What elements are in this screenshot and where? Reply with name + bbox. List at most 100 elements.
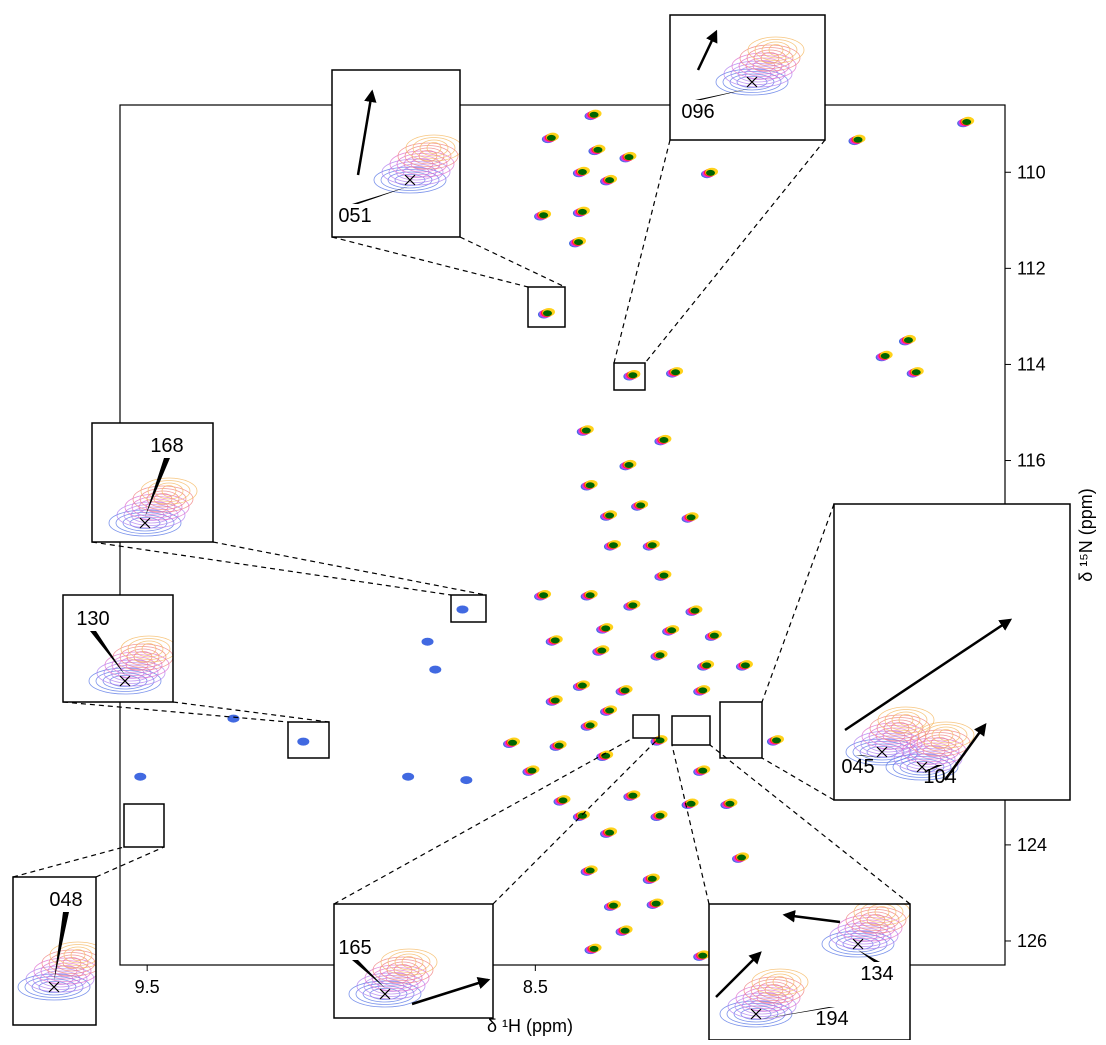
contour xyxy=(387,171,433,189)
contour xyxy=(70,949,86,961)
peak-contour xyxy=(686,514,696,521)
zoom-connector xyxy=(761,757,835,801)
peak-contour xyxy=(667,627,677,634)
peak-contour xyxy=(456,605,469,614)
peak xyxy=(429,665,442,674)
peak xyxy=(584,109,602,121)
contour xyxy=(49,941,96,969)
contour xyxy=(768,44,784,56)
peak xyxy=(603,900,621,911)
contour xyxy=(380,169,440,191)
peak-contour xyxy=(539,212,549,219)
peak xyxy=(631,500,649,511)
peak xyxy=(623,600,641,611)
contour xyxy=(402,166,430,178)
contour xyxy=(772,976,788,988)
peak xyxy=(534,210,552,221)
shift-arrow xyxy=(696,29,718,71)
inset-frame xyxy=(62,594,174,703)
peak-contour xyxy=(608,542,618,549)
contour xyxy=(161,485,177,497)
y-tick-label: 126 xyxy=(1017,931,1047,951)
peak xyxy=(906,367,924,378)
peak xyxy=(623,790,641,801)
cross-marker xyxy=(746,76,758,88)
peak-contour xyxy=(636,502,646,509)
peak xyxy=(666,367,684,378)
peak xyxy=(681,512,699,523)
peak-contour xyxy=(608,902,618,909)
contour xyxy=(387,951,431,973)
contour xyxy=(394,174,426,186)
zoom-connector xyxy=(172,701,330,723)
inset-frame xyxy=(333,903,494,1019)
contour xyxy=(860,904,904,923)
peak-contour xyxy=(880,352,890,359)
pointer xyxy=(145,458,170,517)
inset-frame xyxy=(91,422,214,543)
peak-contour xyxy=(585,867,595,874)
peak-contour xyxy=(628,372,638,379)
peak xyxy=(460,776,473,785)
peak-contour xyxy=(903,337,913,344)
cross-marker xyxy=(750,1008,762,1020)
pointer xyxy=(54,912,69,981)
peak-contour xyxy=(671,369,681,376)
peak xyxy=(650,810,668,822)
peak-contour xyxy=(227,714,240,723)
peak xyxy=(681,798,699,810)
peak-contour xyxy=(690,607,700,614)
peak-contour xyxy=(585,722,595,729)
contour xyxy=(868,725,920,747)
contour xyxy=(736,76,768,88)
contour xyxy=(852,741,912,763)
contour xyxy=(842,938,874,950)
peak-contour xyxy=(605,512,615,519)
inset-bg xyxy=(92,423,213,542)
peak xyxy=(580,865,598,876)
peak xyxy=(732,852,750,863)
contour xyxy=(137,509,165,521)
peak xyxy=(619,151,637,163)
zoom-connector xyxy=(91,541,452,596)
peak xyxy=(545,635,563,646)
contour xyxy=(33,957,96,985)
peak-contour xyxy=(508,739,518,746)
peak-contour xyxy=(605,829,615,836)
inset-frame xyxy=(331,69,461,238)
inset-label: 130 xyxy=(76,608,109,630)
peak-contour xyxy=(651,900,661,907)
contour xyxy=(38,981,70,993)
contour xyxy=(397,142,459,170)
peak-contour xyxy=(585,482,595,489)
inset-frame xyxy=(833,503,1071,801)
pointer xyxy=(756,1007,835,1020)
contour xyxy=(892,756,952,778)
contour xyxy=(744,68,772,80)
contour xyxy=(898,714,914,726)
zoom-box xyxy=(632,714,660,739)
y-tick-label: 124 xyxy=(1017,835,1047,855)
zoom-box xyxy=(613,362,646,391)
inset-contours xyxy=(348,948,438,1008)
peak-contour xyxy=(585,592,595,599)
peak xyxy=(549,740,567,751)
peak-contour xyxy=(539,592,549,599)
peak xyxy=(701,167,718,179)
peak xyxy=(600,174,618,186)
peak xyxy=(650,650,668,661)
peak xyxy=(553,795,571,806)
contour xyxy=(412,137,456,159)
contour xyxy=(850,930,878,942)
zoom-connector xyxy=(333,737,634,905)
contour xyxy=(726,1003,786,1025)
cross-marker xyxy=(48,981,60,993)
contour xyxy=(758,971,802,993)
zoom-connector xyxy=(613,139,671,364)
contour xyxy=(884,709,928,731)
contour xyxy=(853,904,910,926)
inset-label: 051 xyxy=(338,205,371,227)
peak xyxy=(537,308,555,319)
contour xyxy=(127,638,171,660)
contour xyxy=(364,964,430,992)
